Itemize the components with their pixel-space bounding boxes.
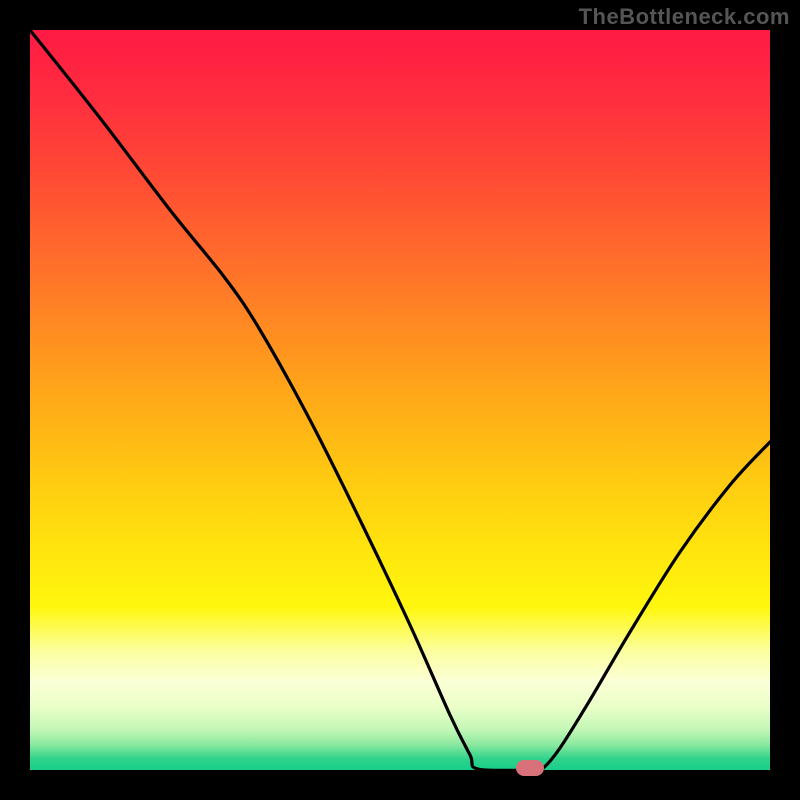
attribution-label: TheBottleneck.com bbox=[579, 4, 790, 30]
chart-frame: TheBottleneck.com bbox=[0, 0, 800, 800]
optimal-marker bbox=[516, 760, 544, 776]
plot-area bbox=[30, 30, 770, 770]
bottleneck-curve bbox=[30, 30, 770, 770]
